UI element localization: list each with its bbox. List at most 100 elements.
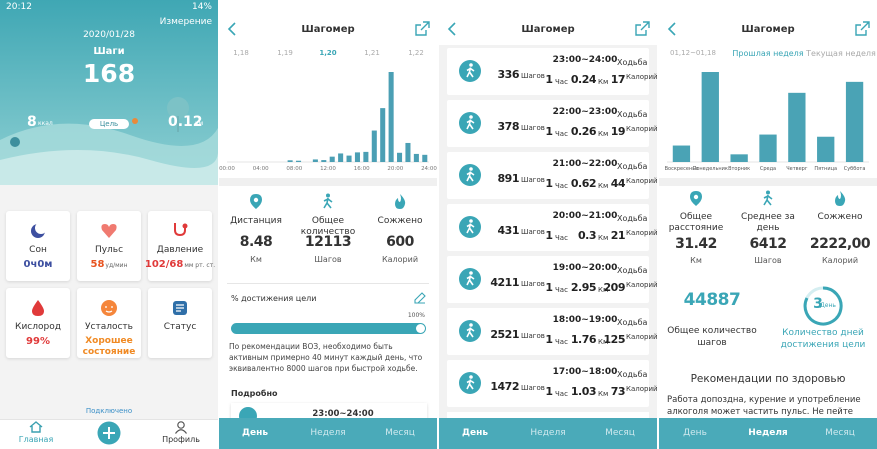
walk-icon [459, 60, 481, 82]
row-duration: 1 [545, 125, 553, 138]
bar [845, 81, 864, 162]
tab[interactable]: День [241, 428, 269, 438]
stat-icon [690, 191, 702, 206]
stat-value: 12113 [304, 234, 352, 250]
bar [287, 160, 293, 162]
home-screen: 20:12 14% Измерение 2020/01/28 Шаги 168 8 ккал Ц… [0, 0, 218, 449]
row-duration-unit: Час [555, 234, 568, 242]
row-activity: Ходьба [617, 58, 648, 67]
row-distance-unit: Км [598, 130, 609, 138]
tab[interactable]: Неделя [310, 428, 346, 438]
tab[interactable]: День [461, 428, 489, 438]
status-time: 20:12 [6, 2, 32, 12]
back-button[interactable] [227, 22, 237, 36]
separator [227, 283, 429, 284]
row-time: 18:00~19:00 [552, 315, 618, 325]
walk-icon [459, 320, 481, 342]
tab-bar [219, 418, 437, 449]
share-button[interactable] [635, 21, 650, 36]
add-button[interactable] [97, 421, 121, 445]
tab[interactable]: Неделя [748, 428, 788, 438]
card-unit: уд/мин [105, 262, 128, 269]
row-activity: Ходьба [617, 214, 648, 223]
date-tab[interactable]: 1,20 [319, 49, 337, 57]
advice-text: По рекомендации ВОЗ, необходимо быть акт… [229, 342, 423, 373]
walk-icon [459, 216, 481, 238]
day-screen: Шагомер 1,18 1,19 1,20 1,21 1,22 00:00 04:00 08:… [219, 0, 437, 449]
nav-profile[interactable]: Профиль [162, 435, 200, 444]
profile-icon[interactable] [174, 420, 188, 434]
header-bg [439, 0, 657, 45]
tab[interactable]: День [683, 428, 707, 438]
card-value: 58уд/мин [90, 259, 128, 270]
period-tab[interactable]: Текущая неделя [806, 49, 876, 58]
date-tab[interactable]: 1,21 [364, 49, 380, 57]
card-title: Сон [29, 245, 47, 255]
recommendations-text: Работа допоздна, курение и употребление … [667, 395, 861, 417]
share-button[interactable] [855, 21, 870, 36]
tab[interactable]: Месяц [605, 428, 635, 438]
bar [321, 160, 327, 162]
tab[interactable]: Неделя [530, 428, 566, 438]
edit-button[interactable] [414, 292, 426, 304]
date-tab[interactable]: 1,22 [408, 49, 424, 57]
stat-label: Общее расстояние [668, 212, 724, 233]
kcal-value: 8 [27, 114, 37, 130]
bar [422, 154, 428, 162]
card-icon [101, 300, 117, 316]
tab-bar [659, 418, 877, 449]
share-button[interactable] [415, 21, 430, 36]
tab-bar [439, 418, 657, 449]
card[interactable] [148, 288, 212, 358]
row-distance: 1.76 [570, 333, 597, 346]
bar [296, 160, 302, 162]
card[interactable] [77, 288, 141, 358]
details-time: 23:00~24:00 [312, 409, 374, 419]
goal-progress-knob [416, 324, 425, 333]
row-calories: 209 [603, 281, 626, 294]
stat-value: 31.42 [675, 236, 717, 252]
row-steps-unit: Шагов [521, 72, 545, 80]
card[interactable] [77, 211, 141, 281]
card-value: Хорошее состояние [82, 336, 136, 357]
back-button[interactable] [667, 22, 677, 36]
row-steps-unit: Шагов [521, 228, 545, 236]
row-time: 23:00~24:00 [552, 55, 618, 65]
date-tab[interactable]: 1,18 [233, 49, 249, 57]
card-title: Кислород [15, 322, 61, 332]
row-duration-unit: Час [555, 182, 568, 190]
card[interactable] [6, 288, 70, 358]
row-calories-unit: Калорий [626, 73, 657, 81]
card[interactable] [6, 211, 70, 281]
tab[interactable]: Месяц [825, 428, 855, 438]
date-tab[interactable]: 1,19 [277, 49, 293, 57]
home-icon[interactable] [28, 420, 44, 434]
card-icon [101, 224, 117, 238]
measure-button[interactable]: Измерение [159, 17, 212, 27]
row-activity: Ходьба [617, 266, 648, 275]
row-steps: 378 [497, 120, 520, 133]
stat-unit: Км [250, 255, 262, 264]
row-steps-unit: Шагов [521, 280, 545, 288]
stat-icon [763, 190, 773, 206]
row-calories: 125 [603, 333, 626, 346]
row-calories: 17 [610, 73, 626, 86]
bar [329, 156, 335, 162]
stat-label: Сожжено [817, 212, 863, 222]
day-chart: 00:00 04:00 08:00 12:00 16:00 20:00 24:00 [219, 72, 437, 172]
card-icon [32, 300, 44, 316]
card[interactable] [148, 211, 212, 281]
back-button[interactable] [447, 22, 457, 36]
nav-home[interactable]: Главная [18, 435, 54, 444]
card-icon [173, 301, 187, 315]
row-distance: 1.03 [570, 385, 597, 398]
row-duration: 1 [545, 385, 553, 398]
period-tab[interactable]: Прошлая неделя [732, 49, 804, 58]
row-steps-unit: Шагов [521, 332, 545, 340]
goal-days: 3 [813, 296, 823, 312]
x-tick-label: Вторник [728, 166, 750, 172]
row-distance: 0.3 [578, 229, 597, 242]
stat-value: 2222,00 [809, 236, 871, 252]
tab[interactable]: Месяц [385, 428, 415, 438]
bar [380, 108, 386, 162]
